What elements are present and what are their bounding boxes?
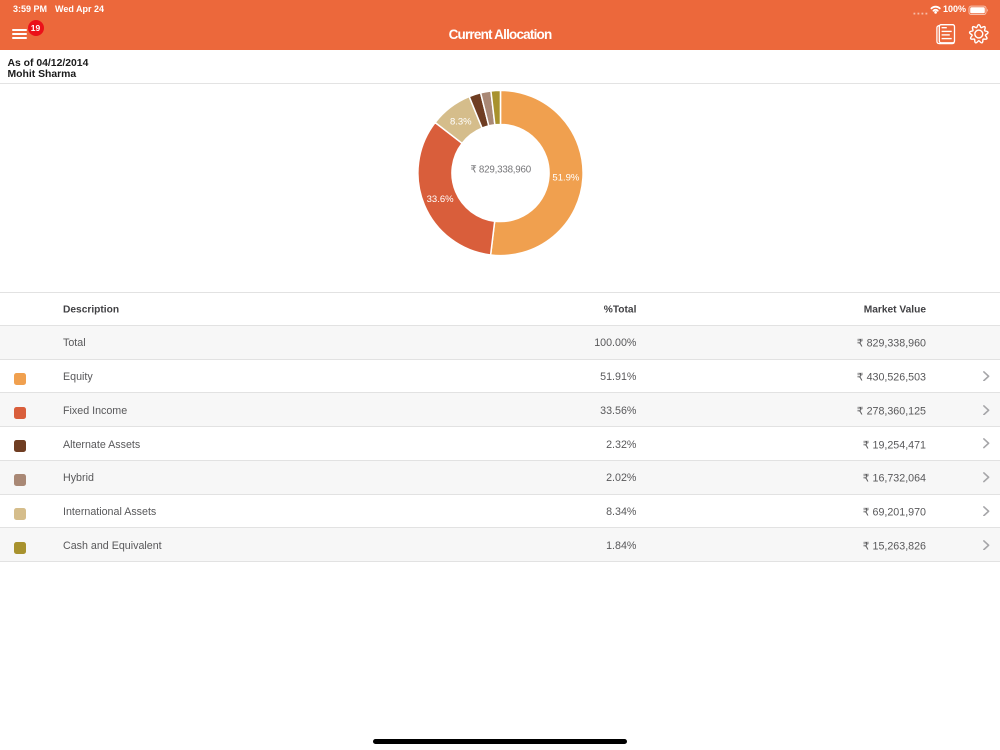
svg-text:33.6%: 33.6% [427,194,454,205]
svg-text:51.9%: 51.9% [552,173,579,184]
svg-text:8.3%: 8.3% [450,117,472,128]
svg-text:₹ 829,338,960: ₹ 829,338,960 [470,165,531,176]
